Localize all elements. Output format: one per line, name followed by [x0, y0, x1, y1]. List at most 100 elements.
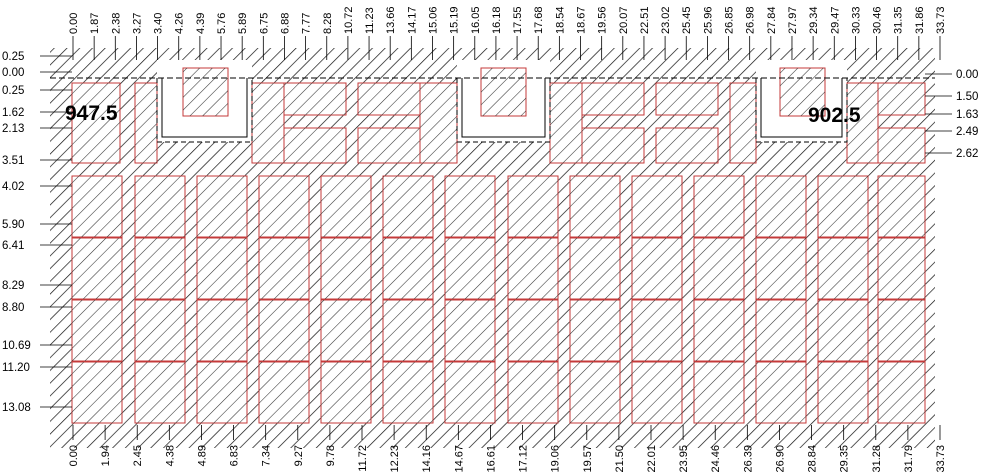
top-dim-label: 1.87	[89, 13, 101, 34]
bottom-dimension-labels: 0.00 1.94 2.45 4.38 4.89 6.83 7.34 9.27 9.78 11.7…	[68, 425, 947, 473]
block-cell-hatch	[259, 238, 309, 299]
top-dim-label: 13.66	[385, 6, 397, 34]
upper-block-hatch	[656, 128, 718, 163]
left-dim-label: 4.02	[2, 181, 24, 193]
top-dim-label: 0.00	[68, 13, 80, 34]
left-dim-label: 8.80	[2, 302, 24, 314]
upper-block-hatch	[847, 83, 878, 163]
block-cell-hatch	[383, 238, 433, 299]
top-dim-label: 6.88	[279, 13, 291, 34]
top-dim-label: 17.55	[512, 6, 524, 34]
block-cell-hatch	[508, 300, 558, 361]
left-dimension-labels: 0.25 0.00 0.25 1.62 2.13 3.51 4.02 5.90 6.41 8.29…	[2, 51, 72, 414]
block-cell-hatch	[570, 176, 620, 237]
block-cell-hatch	[632, 300, 682, 361]
top-dim-label: 25.45	[681, 6, 693, 34]
area-label-right: 902.5	[808, 104, 861, 127]
upper-block-hatch	[284, 128, 346, 163]
bottom-dim-label: 31.28	[871, 445, 883, 473]
block-cell-hatch	[321, 362, 371, 423]
top-dim-label: 14.17	[406, 6, 418, 34]
bottom-dim-label: 17.12	[518, 445, 530, 473]
block-cell-hatch	[694, 176, 744, 237]
left-dim-label: 8.29	[2, 280, 24, 292]
bottom-dim-label: 31.79	[903, 445, 915, 473]
block-cell-hatch	[259, 300, 309, 361]
block-cell-hatch	[632, 362, 682, 423]
top-dim-label: 18.67	[576, 6, 588, 34]
block-cell-hatch	[878, 300, 925, 361]
bottom-dim-label: 14.67	[453, 445, 465, 473]
top-dim-label: 5.89	[237, 13, 249, 34]
area-label-left: 947.5	[65, 102, 118, 125]
top-dim-label: 16.05	[470, 6, 482, 34]
upper-block-hatch	[481, 68, 526, 116]
bottom-dim-label: 4.89	[196, 445, 208, 466]
top-dim-label: 2.38	[110, 13, 122, 34]
block-cell-hatch	[756, 238, 806, 299]
bottom-dim-label: 7.34	[261, 445, 273, 466]
top-dim-label: 19.56	[597, 6, 609, 34]
block-cell-hatch	[383, 362, 433, 423]
block-cell-hatch	[445, 300, 495, 361]
block-cell-hatch	[259, 362, 309, 423]
block-cell-hatch	[508, 176, 558, 237]
top-dim-label: 4.39	[195, 13, 207, 34]
top-dim-label: 15.06	[427, 6, 439, 34]
left-dim-label: 6.41	[2, 240, 24, 252]
top-dim-label: 25.96	[702, 6, 714, 34]
top-dim-label: 11.23	[364, 7, 376, 34]
upper-block-hatch	[183, 68, 228, 116]
upper-block-hatch	[582, 128, 644, 163]
top-dim-label: 30.33	[850, 6, 862, 34]
upper-block-hatch	[358, 83, 420, 115]
block-cell-hatch	[135, 362, 185, 423]
bottom-dim-label: 26.39	[742, 445, 754, 473]
top-dim-label: 3.27	[131, 13, 143, 34]
block-cell-hatch	[818, 362, 868, 423]
block-cell-hatch	[818, 238, 868, 299]
upper-block-hatch	[550, 83, 582, 163]
left-dim-label: 13.08	[2, 402, 31, 414]
bottom-dim-label: 21.50	[614, 445, 626, 473]
block-cell-hatch	[197, 300, 247, 361]
block-cell-hatch	[135, 176, 185, 237]
block-grid	[71, 67, 926, 424]
block-cell-hatch	[878, 362, 925, 423]
right-dim-label: 2.62	[956, 148, 978, 160]
block-cell-hatch	[259, 176, 309, 237]
right-dimension-labels: 0.00 1.50 1.63 2.49 2.62	[925, 69, 978, 160]
right-dim-label: 0.00	[956, 69, 978, 81]
bottom-dim-label: 6.83	[229, 445, 241, 466]
bottom-dim-label: 14.16	[421, 445, 433, 473]
block-cell-hatch	[570, 300, 620, 361]
block-cell-hatch	[72, 176, 122, 237]
top-dim-label: 29.47	[829, 6, 841, 34]
top-dim-label: 18.54	[554, 6, 566, 34]
top-dim-label: 7.77	[301, 13, 313, 34]
upper-block-hatch	[252, 83, 284, 163]
top-dim-label: 10.72	[343, 6, 355, 34]
block-cell-hatch	[383, 300, 433, 361]
block-cell-hatch	[445, 176, 495, 237]
bottom-dim-label: 1.94	[100, 445, 112, 466]
upper-block-hatch	[878, 83, 925, 115]
bottom-dim-label: 23.95	[678, 445, 690, 473]
block-cell-hatch	[818, 176, 868, 237]
block-cell-hatch	[632, 176, 682, 237]
upper-block-hatch	[656, 83, 718, 115]
right-dim-label: 1.63	[956, 109, 978, 121]
right-dim-label: 2.49	[956, 126, 978, 138]
top-dim-label: 16.18	[491, 6, 503, 34]
top-dim-label: 31.86	[914, 6, 926, 34]
left-dim-label: 11.20	[2, 362, 30, 374]
block-cell-hatch	[570, 238, 620, 299]
left-dim-label: 10.69	[2, 340, 31, 352]
left-dim-label: 3.51	[2, 155, 24, 167]
left-dim-label: 1.62	[2, 107, 24, 119]
block-cell-hatch	[321, 300, 371, 361]
block-cell-hatch	[197, 362, 247, 423]
dimension-lines	[50, 77, 935, 143]
block-cell-hatch	[508, 238, 558, 299]
